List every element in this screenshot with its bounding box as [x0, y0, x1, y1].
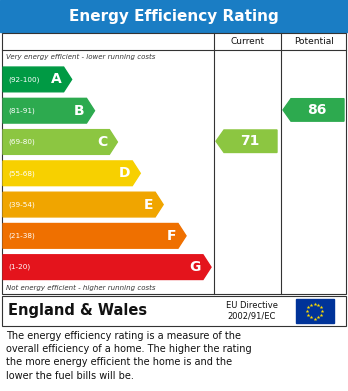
Bar [2, 33, 346, 294]
Text: (39-54): (39-54) [8, 201, 35, 208]
Text: (81-91): (81-91) [8, 108, 35, 114]
Text: The energy efficiency rating is a measure of the
overall efficiency of a home. T: The energy efficiency rating is a measur… [6, 331, 252, 380]
Text: (69-80): (69-80) [8, 139, 35, 145]
Text: (21-38): (21-38) [8, 233, 35, 239]
Text: F: F [167, 229, 176, 243]
Polygon shape [3, 161, 140, 186]
Text: Not energy efficient - higher running costs: Not energy efficient - higher running co… [6, 285, 156, 291]
Text: D: D [119, 166, 130, 180]
Text: (55-68): (55-68) [8, 170, 35, 176]
Text: Current: Current [230, 36, 264, 45]
Text: A: A [51, 72, 62, 86]
Text: EU Directive: EU Directive [226, 301, 277, 310]
Text: England & Wales: England & Wales [8, 303, 147, 319]
Polygon shape [283, 99, 344, 121]
Polygon shape [3, 67, 72, 92]
Polygon shape [3, 130, 117, 154]
Text: Energy Efficiency Rating: Energy Efficiency Rating [69, 9, 279, 23]
Text: E: E [144, 197, 153, 212]
Text: 71: 71 [240, 134, 259, 148]
Bar [295, 299, 333, 323]
Text: Potential: Potential [294, 36, 334, 45]
Text: (92-100): (92-100) [8, 76, 39, 83]
Polygon shape [216, 130, 277, 152]
Text: 86: 86 [307, 103, 326, 117]
Text: G: G [190, 260, 201, 274]
Text: Very energy efficient - lower running costs: Very energy efficient - lower running co… [6, 54, 155, 59]
Polygon shape [3, 255, 211, 280]
Text: 2002/91/EC: 2002/91/EC [227, 312, 276, 321]
Text: C: C [97, 135, 108, 149]
Text: B: B [74, 104, 85, 118]
Bar [0, 0, 348, 32]
Polygon shape [3, 224, 186, 248]
Polygon shape [3, 192, 163, 217]
Text: (1-20): (1-20) [8, 264, 30, 271]
Bar [2, 296, 346, 326]
Polygon shape [3, 99, 95, 123]
